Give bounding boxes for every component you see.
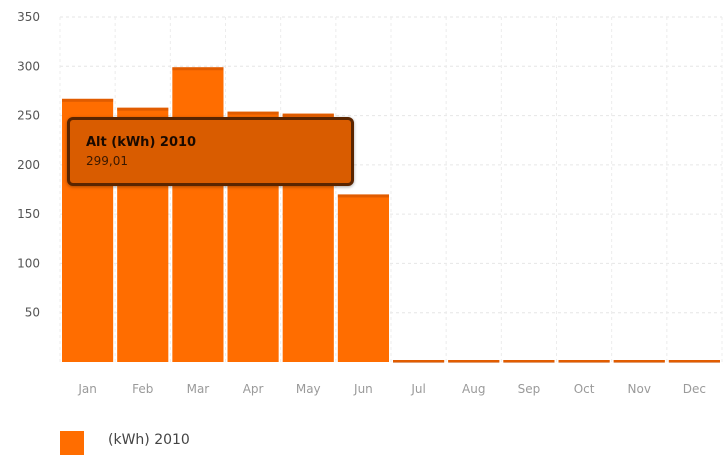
y-tick-label: 250 <box>17 109 40 123</box>
bar-cap <box>503 360 555 363</box>
legend-swatch <box>60 431 84 455</box>
x-tick-label: Jan <box>77 382 97 396</box>
x-tick-label: Sep <box>518 382 541 396</box>
y-axis-ticks: 50 100 150 200 250 300 350 <box>17 10 40 320</box>
bar-cap <box>393 360 445 363</box>
x-tick-label: Jul <box>410 382 425 396</box>
x-tick-label: Feb <box>132 382 153 396</box>
x-tick-label: Apr <box>243 382 264 396</box>
y-tick-label: 350 <box>17 10 40 24</box>
bar-cap <box>613 360 665 363</box>
x-tick-label: Aug <box>462 382 485 396</box>
y-tick-label: 50 <box>25 306 40 320</box>
tooltip-title: Alt (kWh) 2010 <box>86 135 197 150</box>
y-tick-label: 200 <box>17 158 40 172</box>
bar-cap <box>227 111 279 115</box>
bar-cap <box>337 194 389 198</box>
x-tick-label: May <box>296 382 321 396</box>
bar-cap <box>668 360 720 363</box>
y-tick-label: 150 <box>17 207 40 221</box>
tooltip-value: 299,01 <box>86 154 128 168</box>
bar-cap <box>558 360 610 363</box>
y-tick-label: 100 <box>17 256 40 270</box>
x-tick-label: Mar <box>187 382 210 396</box>
bar <box>172 67 224 363</box>
bar-cap <box>282 113 334 117</box>
bar <box>337 194 389 362</box>
x-tick-label: Jun <box>353 382 373 396</box>
x-axis-ticks: Jan Feb Mar Apr May Jun Jul Aug Sep Oct Nov Dec <box>77 382 706 396</box>
x-tick-label: Dec <box>683 382 706 396</box>
y-tick-label: 300 <box>17 59 40 73</box>
x-tick-label: Nov <box>628 382 651 396</box>
tooltip: Alt (kWh) 2010 299,01 <box>67 117 354 186</box>
bar-cap <box>448 360 500 363</box>
legend-label: (kWh) 2010 <box>108 432 190 448</box>
bar-cap <box>62 98 114 102</box>
bar-cap <box>117 107 169 111</box>
x-tick-label: Oct <box>574 382 595 396</box>
bar-cap <box>172 67 224 71</box>
